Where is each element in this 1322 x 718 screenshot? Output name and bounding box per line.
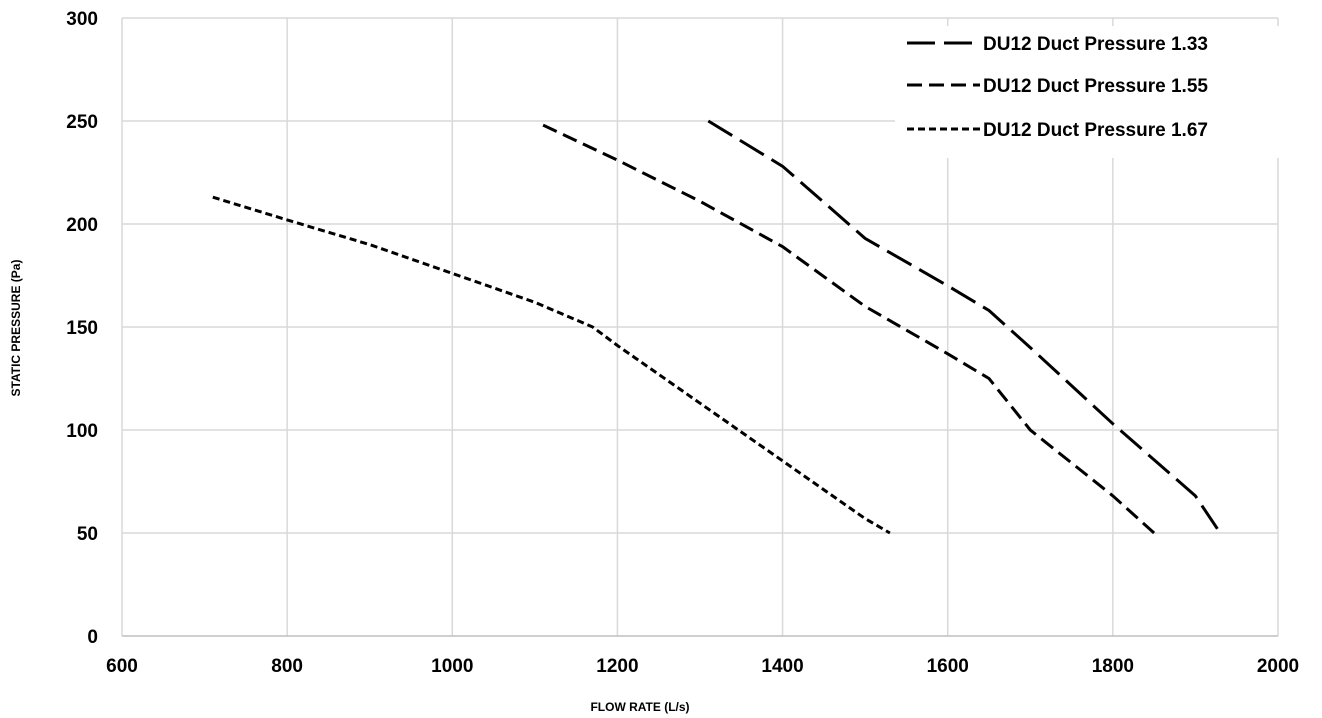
y-tick-label: 150 (66, 318, 98, 339)
series-layer (212, 119, 1222, 535)
legend: DU12 Duct Pressure 1.33 DU12 Duct Pressu… (895, 26, 1285, 158)
x-tick-label: 600 (106, 656, 138, 677)
legend-label-1: DU12 Duct Pressure 1.33 (983, 34, 1208, 55)
legend-item: DU12 Duct Pressure 1.67 (907, 120, 1208, 141)
y-tick-label: 250 (66, 112, 98, 133)
series-line-2 (542, 123, 1156, 535)
x-axis-ticks: 600 800 1000 1200 1400 1600 1800 2000 (106, 656, 1299, 677)
legend-item: DU12 Duct Pressure 1.33 (907, 34, 1208, 55)
x-tick-label: 2000 (1257, 656, 1299, 677)
legend-background (895, 26, 1285, 158)
legend-item: DU12 Duct Pressure 1.55 (907, 76, 1208, 97)
legend-label-3: DU12 Duct Pressure 1.67 (983, 120, 1208, 141)
series-line-1 (707, 119, 1222, 534)
y-axis-title: STATIC PRESSURE (Pa) (9, 260, 23, 397)
x-tick-label: 1200 (596, 656, 638, 677)
y-tick-label: 200 (66, 215, 98, 236)
x-tick-label: 1000 (431, 656, 473, 677)
y-tick-label: 0 (87, 627, 98, 648)
y-tick-label: 100 (66, 421, 98, 442)
legend-label-2: DU12 Duct Pressure 1.55 (983, 76, 1208, 97)
series-line-3 (212, 195, 891, 535)
y-tick-label: 50 (77, 524, 98, 545)
x-axis-title: FLOW RATE (L/s) (590, 700, 689, 714)
y-tick-label: 300 (66, 9, 98, 30)
x-tick-label: 1600 (927, 656, 969, 677)
x-tick-label: 800 (271, 656, 303, 677)
x-tick-label: 1400 (761, 656, 803, 677)
x-tick-label: 1800 (1092, 656, 1134, 677)
y-axis-ticks: 0 50 100 150 200 250 300 (66, 9, 98, 648)
